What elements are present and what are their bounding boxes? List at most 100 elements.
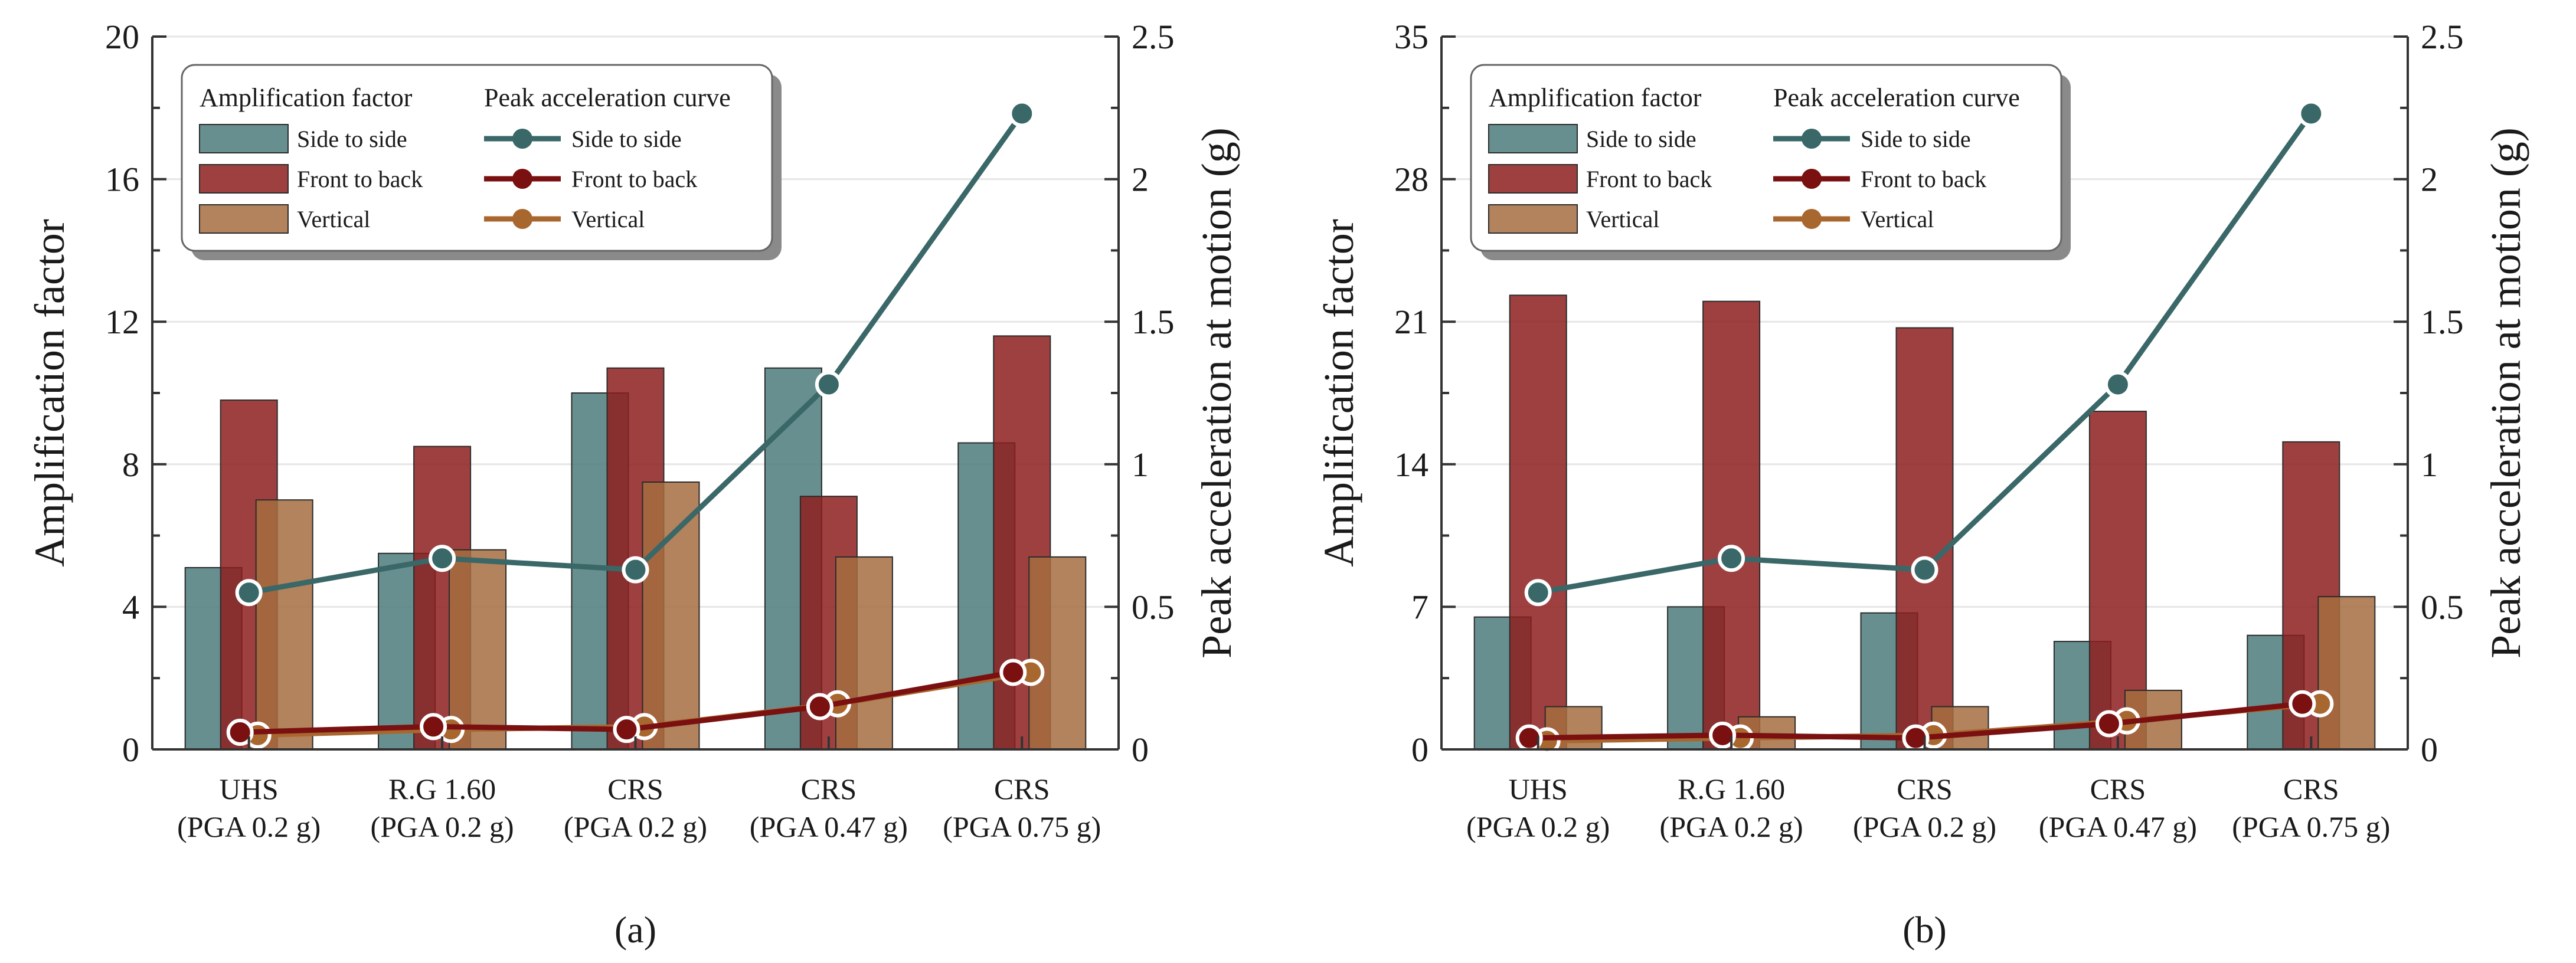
legend-marker-front: [1802, 169, 1822, 189]
y-axis-title: Amplification factor: [26, 219, 73, 567]
x-tick-label: CRS: [2283, 772, 2339, 805]
bar-vertical: [642, 482, 700, 750]
legend-label-front: Front to back: [571, 166, 697, 192]
legend-label-front: Front to back: [1586, 166, 1712, 192]
legend-swatch-side: [199, 124, 289, 153]
bar-vertical: [1028, 556, 1087, 751]
point-front: [226, 719, 254, 746]
chart-panel-b: 0 7 14 21 28 35 0 0.5 1 1.5 2 2.5 UHS (PGA 0.2 g) R.G …: [1315, 18, 2529, 951]
x-tick-label: (PGA 0.2 g): [1660, 810, 1803, 843]
y-tick-label: 8: [122, 446, 139, 484]
legend-label-front: Front to back: [297, 166, 423, 192]
legend-label-vertical: Vertical: [571, 206, 645, 232]
x-tick-label: UHS: [1509, 772, 1568, 805]
x-tick-label: CRS: [607, 772, 663, 805]
point-side: [429, 545, 456, 572]
x-tick-label: CRS: [2090, 772, 2146, 805]
legend-label-vertical: Vertical: [1586, 206, 1659, 232]
legend-label-vertical: Vertical: [297, 206, 370, 232]
bar-front: [1509, 294, 1567, 750]
bar-front: [1702, 300, 1761, 750]
y-tick-label: 0: [1411, 731, 1428, 769]
y2-axis-title: Peak acceleration at motion (g): [1193, 127, 1240, 659]
point-side: [622, 556, 649, 584]
legend-label-front: Front to back: [1861, 166, 1986, 192]
y2-tick-label: 1.5: [1132, 303, 1175, 341]
x-tick-label: (PGA 0.75 g): [943, 810, 1101, 843]
y2-tick-label: 2.5: [2421, 18, 2464, 56]
y-tick-label: 35: [1394, 18, 1428, 56]
y2-tick-label: 2: [2421, 160, 2438, 199]
y-tick-label: 7: [1411, 588, 1428, 626]
y-tick-label: 0: [122, 731, 139, 769]
y2-axis-title: Peak acceleration at motion (g): [2482, 127, 2529, 659]
legend-box: [181, 64, 773, 252]
legend-swatch-side: [1488, 124, 1578, 153]
point-side: [815, 371, 842, 398]
legend: Amplification factor Peak acceleration cu…: [181, 64, 782, 260]
y2-tick-label: 1: [1132, 446, 1149, 484]
point-front: [806, 693, 833, 720]
legend-marker-front: [512, 169, 532, 189]
point-side: [1718, 545, 1745, 572]
bar-front: [1895, 327, 1954, 750]
y2-tick-label: 0: [2421, 731, 2438, 769]
legend-heading-bars: Amplification factor: [200, 83, 413, 112]
legend-marker-vertical: [1802, 209, 1822, 229]
panel-label: (b): [1902, 909, 1947, 951]
point-front: [613, 716, 640, 743]
x-tick-label: (PGA 0.2 g): [371, 810, 514, 843]
legend-heading-lines: Peak acceleration curve: [1773, 83, 2020, 112]
x-tick-label: (PGA 0.2 g): [564, 810, 707, 843]
legend-swatch-vertical: [1488, 204, 1578, 234]
point-side: [1524, 579, 1552, 607]
y2-tick-label: 2.5: [1132, 18, 1175, 56]
point-side: [2104, 371, 2132, 398]
y-tick-label: 4: [122, 588, 139, 626]
y-tick-label: 14: [1394, 446, 1428, 484]
x-tick-label: UHS: [220, 772, 279, 805]
x-tick-label: CRS: [994, 772, 1050, 805]
bar-vertical: [2317, 596, 2376, 751]
point-front: [999, 659, 1027, 686]
legend-label-side: Side to side: [1586, 126, 1696, 152]
x-tick-label: R.G 1.60: [1678, 772, 1785, 805]
bar-vertical: [835, 556, 893, 751]
x-tick-label: (PGA 0.47 g): [750, 810, 908, 843]
y-axis-title: Amplification factor: [1315, 219, 1362, 567]
x-tick-label: (PGA 0.2 g): [1853, 810, 1996, 843]
x-tick-label: (PGA 0.47 g): [2039, 810, 2197, 843]
point-side: [235, 579, 263, 607]
legend-label-side: Side to side: [297, 126, 407, 152]
x-tick-label: (PGA 0.2 g): [177, 810, 321, 843]
legend-swatch-vertical: [199, 204, 289, 234]
y-tick-label: 21: [1394, 303, 1428, 341]
legend: Amplification factor Peak acceleration cu…: [1470, 64, 2071, 260]
point-front: [2095, 710, 2123, 738]
y2-tick-label: 0.5: [2421, 588, 2464, 626]
point-side: [1911, 556, 1938, 584]
y-tick-label: 12: [105, 303, 139, 341]
legend-marker-side: [512, 129, 532, 149]
y-tick-label: 20: [105, 18, 139, 56]
chart-panel-a: 0 4 8 12 16 20 0 0.5 1 1.5 2 2.5 UHS (PGA 0.2 g) R.G 1…: [26, 18, 1240, 951]
x-tick-label: R.G 1.60: [388, 772, 496, 805]
point-front: [420, 713, 447, 741]
y2-tick-label: 0.5: [1132, 588, 1175, 626]
panel-label: (a): [614, 909, 656, 951]
point-front: [2289, 690, 2316, 718]
legend-swatch-front: [199, 164, 289, 194]
legend-label-side: Side to side: [1861, 126, 1971, 152]
y-tick-label: 16: [105, 160, 139, 199]
legend-marker-side: [1802, 129, 1822, 149]
y2-tick-label: 1: [2421, 446, 2438, 484]
legend-swatch-front: [1488, 164, 1578, 194]
legend-heading-bars: Amplification factor: [1489, 83, 1702, 112]
x-tick-label: (PGA 0.2 g): [1466, 810, 1610, 843]
x-tick-label: CRS: [801, 772, 857, 805]
bar-vertical: [255, 499, 313, 750]
x-tick-label: (PGA 0.75 g): [2232, 810, 2390, 843]
legend-label-side: Side to side: [571, 126, 682, 152]
legend-heading-lines: Peak acceleration curve: [484, 83, 731, 112]
